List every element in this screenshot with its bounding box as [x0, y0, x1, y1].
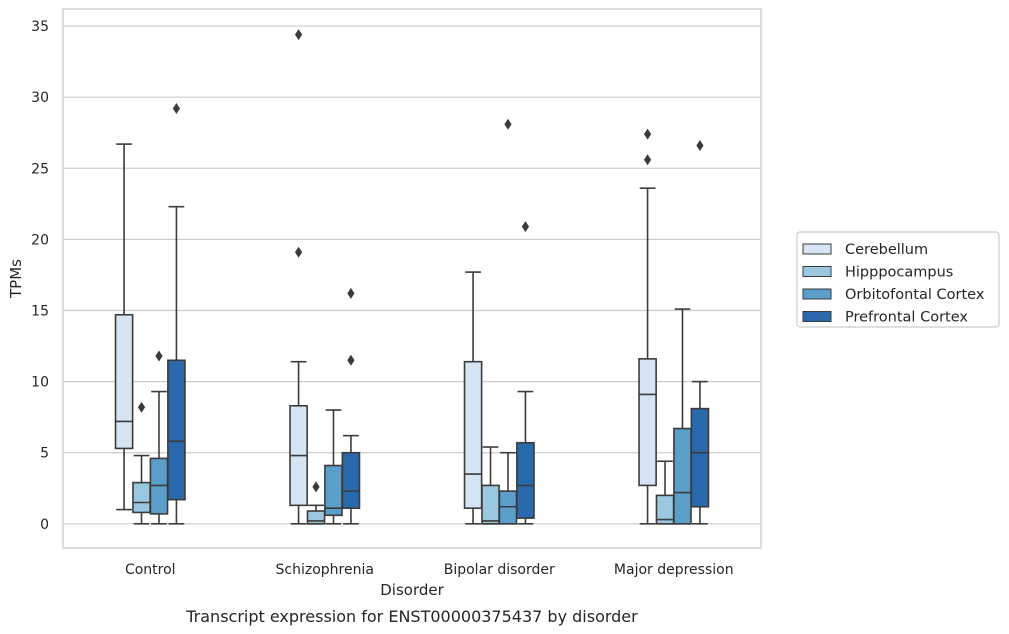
outlier-point	[294, 29, 303, 41]
y-tick-label: 5	[40, 446, 49, 462]
outlier-point	[137, 401, 146, 413]
plot-frame	[62, 8, 762, 549]
box-1-3	[341, 287, 361, 525]
legend-item: Hipppocampus	[802, 265, 953, 281]
legend-label: Prefrontal Cortex	[845, 310, 968, 326]
box-1-1	[306, 481, 326, 525]
y-tick-label: 20	[31, 232, 49, 248]
outlier-point	[294, 246, 303, 258]
outlier-point	[643, 128, 652, 140]
box-3-1	[655, 460, 675, 525]
legend-swatch	[802, 311, 832, 322]
y-tick-labels: 0 5 10 15 20 25 30 35	[31, 19, 49, 533]
legend-item: Orbitofontal Cortex	[802, 287, 985, 303]
outlier-point	[347, 287, 355, 299]
x-tick-labels: Control Schizophrenia Bipolar disorder Majo…	[125, 562, 734, 578]
x-tick-label: Major depression	[614, 562, 734, 578]
box-2-0	[463, 271, 483, 525]
box-plot-boxes	[114, 29, 710, 525]
box-3-2	[673, 308, 692, 525]
box-body	[114, 313, 134, 450]
box-2-1	[481, 446, 500, 525]
chart-caption: Transcript expression for ENST0000037543…	[185, 607, 638, 626]
box-body	[167, 359, 186, 501]
box-1-2	[324, 409, 343, 525]
x-axis-label: Disorder	[380, 581, 444, 599]
legend-swatch	[802, 288, 832, 300]
box-body	[306, 510, 326, 525]
x-tick-label: Control	[125, 562, 176, 578]
outlier-point	[521, 221, 530, 233]
outlier-point	[696, 140, 704, 152]
y-tick-label: 10	[31, 375, 49, 391]
box-body	[463, 360, 483, 509]
y-tick-label: 25	[31, 161, 49, 177]
legend: Cerebellum Hipppocampus Orbitofontal Corte…	[796, 231, 1000, 328]
legend-frame	[796, 231, 1000, 328]
y-tick-label: 30	[31, 90, 49, 106]
y-tick-label: 0	[40, 517, 49, 533]
box-body	[673, 427, 692, 525]
legend-item: Cerebellum	[802, 242, 928, 258]
y-tick-label: 15	[31, 303, 49, 319]
outlier-point	[347, 354, 355, 366]
legend-label: Cerebellum	[845, 242, 928, 258]
outlier-point	[504, 118, 512, 130]
box-0-3	[167, 103, 186, 525]
legend-label: Orbitofontal Cortex	[845, 287, 985, 303]
box-2-2	[498, 118, 518, 525]
box-0-1	[132, 401, 151, 525]
outlier-point	[172, 103, 181, 115]
box-body	[690, 407, 710, 508]
box-body	[638, 358, 657, 487]
outlier-point	[312, 481, 320, 493]
box-body	[132, 481, 151, 514]
outlier-point	[155, 350, 163, 362]
box-2-3	[516, 221, 535, 525]
box-body	[516, 441, 535, 519]
box-body	[341, 451, 361, 509]
y-axis-label: TPMs	[7, 259, 25, 299]
y-tick-label: 35	[31, 19, 49, 35]
legend-label: Hipppocampus	[845, 265, 953, 281]
box-0-2	[149, 350, 169, 525]
legend-item: Prefrontal Cortex	[802, 310, 968, 326]
legend-swatch	[802, 243, 832, 255]
x-tick-label: Bipolar disorder	[444, 562, 555, 578]
outlier-point	[643, 154, 652, 166]
box-0-0	[114, 143, 134, 511]
box-body	[481, 484, 500, 525]
box-3-0	[638, 128, 657, 525]
box-1-0	[289, 29, 308, 525]
legend-swatch	[802, 266, 832, 277]
x-tick-label: Schizophrenia	[276, 562, 374, 578]
box-3-3	[690, 140, 710, 525]
